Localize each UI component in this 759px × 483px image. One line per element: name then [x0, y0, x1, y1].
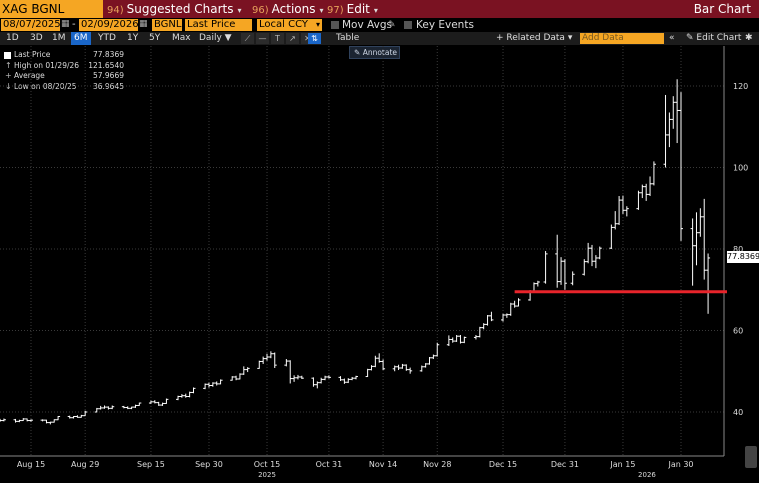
legend-row: ↑ High on 01/29/26 121.6540: [5, 60, 124, 70]
x-tick-label: Oct 31: [316, 460, 343, 469]
y-tick-label: 60: [733, 327, 743, 336]
period-max[interactable]: Max: [172, 33, 191, 43]
y-tick-label: 120: [733, 82, 748, 91]
currency-select[interactable]: Local CCY: [257, 19, 322, 31]
last-price-tag: 77.8369: [727, 251, 759, 263]
period-1m[interactable]: 1M: [52, 33, 66, 43]
related-data-menu[interactable]: + Related Data ▾: [496, 33, 573, 43]
y-tick-label: 100: [733, 164, 748, 173]
high-icon: ↑: [5, 60, 12, 70]
chevron-down-icon: ▾: [567, 33, 573, 43]
chevron-down-icon: ▾: [316, 20, 321, 29]
y-tick-label: 80: [733, 245, 743, 254]
controls-bar: 08/07/2025 ▦ - 02/09/2026 ▦ BGNL Last Pr…: [0, 18, 759, 32]
x-tick-label: Nov 14: [369, 460, 397, 469]
year-label: 2025: [258, 471, 276, 479]
x-tick-label: Dec 31: [551, 460, 579, 469]
pencil-icon: ✎: [354, 48, 361, 57]
calendar-icon[interactable]: ▦: [61, 19, 70, 29]
eraser-tool-icon[interactable]: ✕: [301, 33, 314, 44]
period-6m[interactable]: 6M: [71, 32, 91, 45]
add-data-input[interactable]: Add Data: [580, 33, 664, 44]
x-tick-label: Sep 15: [137, 460, 165, 469]
hline-tool-icon[interactable]: —: [256, 33, 269, 44]
chevron-down-icon: ▼: [224, 33, 232, 43]
pencil-icon: ✎: [686, 33, 694, 43]
low-icon: ↓: [5, 81, 12, 91]
key-events-checkbox[interactable]: [404, 21, 412, 29]
x-tick-label: Jan 30: [667, 460, 693, 469]
text-tool-icon[interactable]: T: [271, 33, 284, 44]
source-input[interactable]: BGNL: [152, 19, 182, 31]
calendar-icon[interactable]: ▦: [139, 19, 148, 29]
end-date-input[interactable]: 02/09/2026: [79, 19, 139, 31]
period-1y[interactable]: 1Y: [127, 33, 139, 43]
annotate-button[interactable]: ✎ Annotate: [349, 46, 400, 59]
gear-icon[interactable]: ✱: [745, 33, 753, 43]
average-icon: +: [5, 71, 12, 80]
date-separator: -: [72, 19, 76, 30]
key-events-label: Key Events: [416, 19, 474, 31]
x-tick-label: Oct 15: [254, 460, 281, 469]
y-tick-label: 40: [733, 408, 743, 417]
mov-avgs-checkbox[interactable]: [331, 21, 339, 29]
year-label: 2026: [638, 471, 656, 479]
legend-row: + Average 57.9669: [5, 71, 124, 80]
period-5y[interactable]: 5Y: [149, 33, 161, 43]
x-tick-label: Sep 30: [195, 460, 223, 469]
chevron-down-icon: ▾: [373, 6, 378, 15]
period-ytd[interactable]: YTD: [98, 33, 116, 43]
suggested-charts-menu[interactable]: 94) Suggested Charts ▾: [107, 2, 242, 16]
scroll-handle[interactable]: [745, 446, 757, 468]
line-tool-icon[interactable]: ⟋: [241, 33, 254, 44]
arrow-tool-icon[interactable]: ↗: [286, 33, 299, 44]
toolbar: 1D 3D 1M 6M YTD 1Y 5Y Max Daily ▼ ⟋ — T …: [0, 32, 759, 45]
table-button[interactable]: Table: [336, 33, 360, 43]
frequency-select[interactable]: Daily ▼: [199, 33, 232, 43]
start-date-input[interactable]: 08/07/2025: [1, 19, 61, 31]
x-tick-label: Jan 15: [609, 460, 635, 469]
chart-type-title: Bar Chart: [693, 2, 751, 16]
mov-avgs-label: Mov Avgs: [342, 19, 392, 31]
collapse-icon[interactable]: «: [669, 33, 675, 43]
period-1d[interactable]: 1D: [6, 33, 19, 43]
bar-tool-icon[interactable]: ⇅: [308, 33, 321, 44]
edit-menu[interactable]: 97) Edit ▾: [327, 2, 378, 16]
pencil-icon[interactable]: ✎: [388, 20, 396, 30]
chevron-down-icon: ▾: [319, 6, 324, 15]
chevron-down-icon: ▾: [237, 6, 242, 15]
period-3d[interactable]: 3D: [30, 33, 43, 43]
x-tick-label: Nov 28: [423, 460, 451, 469]
x-tick-label: Aug 29: [71, 460, 99, 469]
actions-menu[interactable]: 96) Actions ▾: [252, 2, 324, 16]
series-swatch: [4, 52, 11, 59]
x-tick-label: Dec 15: [489, 460, 517, 469]
field-select[interactable]: Last Price: [185, 19, 252, 31]
x-tick-label: Aug 15: [17, 460, 45, 469]
legend-row: Last Price 77.8369: [4, 50, 124, 61]
edit-chart-button[interactable]: ✎ Edit Chart: [686, 33, 742, 43]
